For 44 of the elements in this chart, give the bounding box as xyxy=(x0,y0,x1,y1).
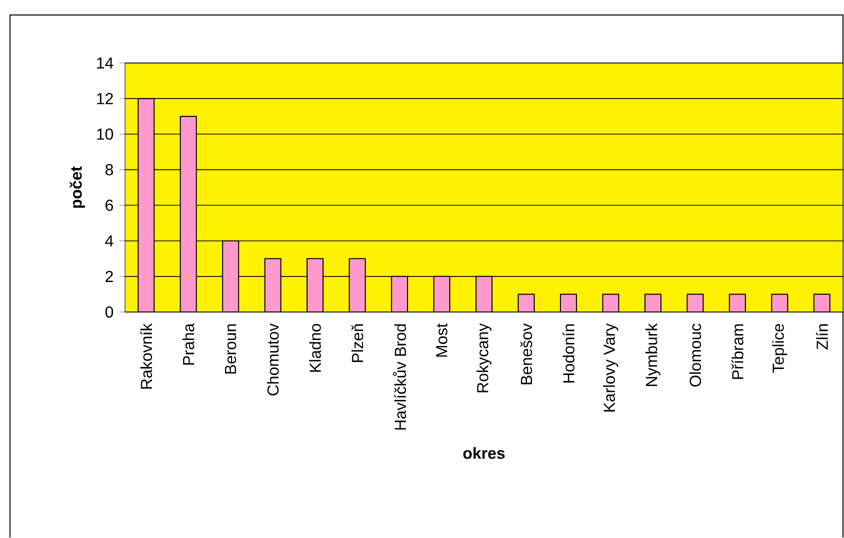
x-tick-label: Olomouc xyxy=(689,324,702,387)
bar xyxy=(644,294,662,312)
x-tick-label: Most xyxy=(436,323,448,357)
x-tick-label: Teplice xyxy=(772,324,788,373)
x-tick-label: Zlín xyxy=(816,324,828,350)
y-tick-label: 12 xyxy=(97,92,113,104)
y-axis-title: počet xyxy=(70,166,85,208)
x-tick-label: Beroun xyxy=(225,324,236,374)
bar xyxy=(222,240,240,312)
x-tick-label: Havlíčkův Brod xyxy=(393,324,406,430)
y-tick-label: 2 xyxy=(106,270,113,282)
y-tick-label: 0 xyxy=(105,306,114,318)
bar xyxy=(306,258,324,312)
bar xyxy=(348,258,366,312)
bar xyxy=(602,294,620,312)
y-tick-label: 4 xyxy=(105,235,114,246)
bar xyxy=(813,294,830,312)
bar xyxy=(391,276,408,312)
x-tick-label: Benešov xyxy=(520,323,532,384)
y-tick-label: 10 xyxy=(97,128,114,140)
bar xyxy=(728,294,746,312)
y-tick-label: 8 xyxy=(106,164,114,176)
bar xyxy=(138,98,155,312)
x-tick-label: Chomutov xyxy=(266,323,279,396)
x-tick-label: Kladno xyxy=(309,324,321,372)
x-tick-label: Praha xyxy=(182,323,194,365)
bar xyxy=(771,294,788,312)
x-axis-title: okres xyxy=(463,447,505,459)
bar xyxy=(264,258,282,312)
x-tick-label: Rokycany xyxy=(476,323,492,392)
bar xyxy=(180,116,197,312)
x-tick-label: Plzeň xyxy=(351,324,364,362)
x-tick-label: Karlovy Vary xyxy=(603,323,618,412)
x-tick-label: Nymburk xyxy=(645,323,660,386)
bar xyxy=(518,294,535,312)
x-tick-label: Hodonín xyxy=(562,324,574,382)
bar xyxy=(476,276,492,312)
y-tick-label: 6 xyxy=(106,200,114,211)
y-tick-label: 14 xyxy=(97,57,114,68)
x-tick-label: Rakovník xyxy=(140,323,152,389)
bar xyxy=(433,276,450,312)
bar xyxy=(686,294,704,312)
x-tick-label: Příbram xyxy=(731,324,744,379)
bar xyxy=(560,294,577,312)
